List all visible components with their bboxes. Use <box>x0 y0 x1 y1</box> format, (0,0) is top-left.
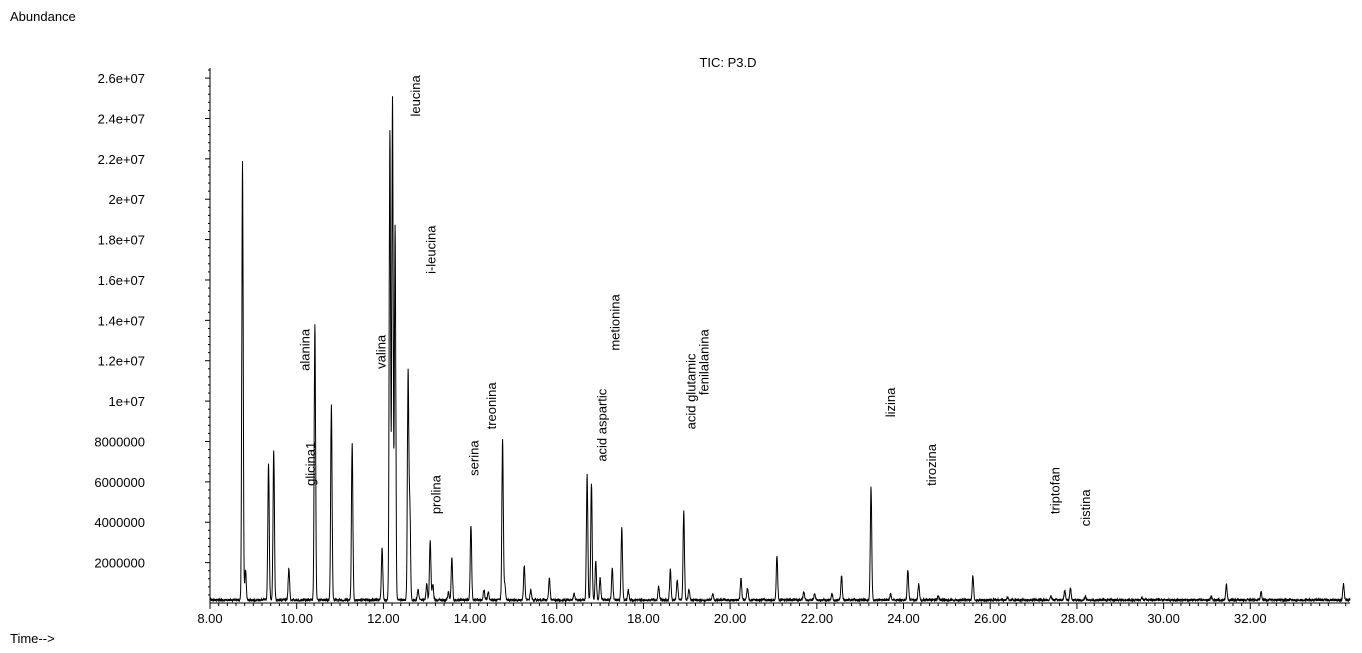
chart-title: TIC: P3.D <box>699 55 756 70</box>
x-tick-label: 14.00 <box>454 611 487 626</box>
x-tick-label: 24.00 <box>887 611 920 626</box>
y-tick-label: 1.8e+07 <box>98 233 145 248</box>
peak-label: alanina <box>298 328 313 371</box>
peak-label: leucina <box>408 74 423 116</box>
x-tick-label: 12.00 <box>367 611 400 626</box>
y-tick-label: 1.6e+07 <box>98 273 145 288</box>
peak-label: tirozina <box>924 443 939 486</box>
peak-label: cistina <box>1078 489 1093 527</box>
y-tick-label: 4000000 <box>94 515 145 530</box>
peak-label: triptofan <box>1048 467 1063 514</box>
y-tick-label: 1e+07 <box>108 394 145 409</box>
peak-label: serina <box>467 440 482 476</box>
x-tick-label: 26.00 <box>974 611 1007 626</box>
y-axis-title: Abundance <box>10 9 76 24</box>
peak-labels: alanina glicina1 valina leucina i-leucina pro… <box>298 74 1093 526</box>
y-tick-label: 2.6e+07 <box>98 71 145 86</box>
x-tick-label: 22.00 <box>801 611 834 626</box>
y-tick-label: 1.4e+07 <box>98 313 145 328</box>
peak-label: metionina <box>608 294 623 351</box>
peak-label: prolina <box>429 474 444 514</box>
x-tick-label: 18.00 <box>627 611 660 626</box>
x-tick-label: 20.00 <box>714 611 747 626</box>
peak-label: acid glutamic <box>683 353 698 429</box>
peak-label: valina <box>374 334 389 369</box>
y-tick-label: 1.2e+07 <box>98 354 145 369</box>
y-tick-label: 2.2e+07 <box>98 152 145 167</box>
peak-label: fenilalanina <box>696 329 711 396</box>
x-tick-label: 10.00 <box>280 611 313 626</box>
y-tick-label: 6000000 <box>94 475 145 490</box>
peak-label: glicina1 <box>303 442 318 486</box>
peak-label: acid aspartic <box>595 388 610 461</box>
x-axis-title: Time--> <box>10 631 55 646</box>
x-tick-label: 30.00 <box>1147 611 1180 626</box>
axes: 2000000 4000000 6000000 8000000 1e+07 1.2e+07… <box>94 68 1350 626</box>
x-tick-label: 16.00 <box>540 611 573 626</box>
y-tick-label: 2.4e+07 <box>98 111 145 126</box>
tic-trace <box>209 96 1351 604</box>
y-tick-label: 8000000 <box>94 434 145 449</box>
peak-label: treonina <box>484 382 499 430</box>
peak-label: lizina <box>883 387 898 417</box>
x-tick-label: 28.00 <box>1061 611 1094 626</box>
y-tick-label: 2e+07 <box>108 192 145 207</box>
x-tick-label: 8.00 <box>197 611 222 626</box>
y-tick-label: 2000000 <box>94 556 145 571</box>
peak-label: i-leucina <box>423 225 438 274</box>
x-tick-label: 32.00 <box>1234 611 1267 626</box>
